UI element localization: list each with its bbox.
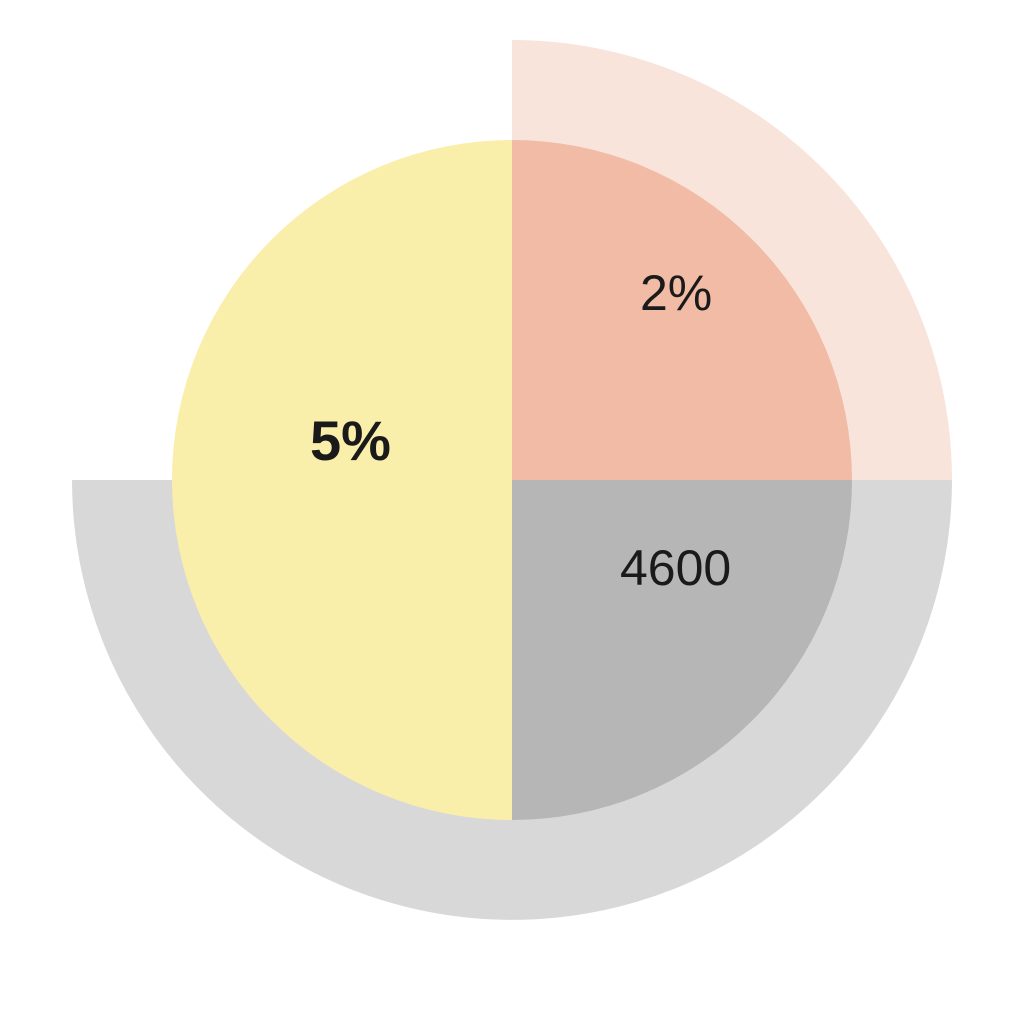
pie-chart: 5% 2% 4600 (0, 0, 1024, 1024)
slice-label: 4600 (620, 540, 731, 596)
slice-label: 5% (310, 409, 391, 472)
slice-label: 2% (640, 265, 712, 321)
chart-svg: 5% 2% 4600 (0, 0, 1024, 1024)
